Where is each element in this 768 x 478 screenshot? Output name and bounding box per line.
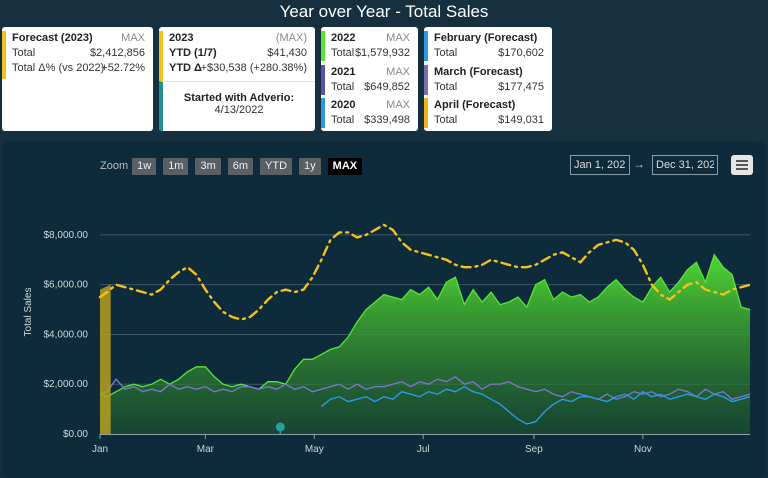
zoom-max-button[interactable]: MAX — [327, 157, 363, 175]
y-axis: $0.00 $2,000.00 $4,000.00 $6,000.00 $8,000.0… — [44, 230, 89, 440]
month-march-section: March (Forecast) Total $177,475 — [424, 65, 552, 95]
ytd-card: 2023 (MAX) YTD (1/7) $41,430 YTD Δ +$30,538… — [159, 27, 315, 131]
ytd-year-label: 2023 — [169, 32, 194, 44]
year-2020-total-label: Total — [331, 114, 355, 126]
year-2021-total-label: Total — [331, 81, 355, 93]
ytd-section: 2023 (MAX) YTD (1/7) $41,430 YTD Δ +$30,538… — [159, 31, 315, 81]
year-2022-total-label: Total — [331, 47, 355, 59]
zoom-1m-button[interactable]: 1m — [163, 157, 189, 175]
adverio-started-date: 4/13/2022 — [214, 104, 264, 116]
from-date-input[interactable] — [570, 155, 630, 175]
year-2022-total: $1,579,932 — [354, 47, 410, 59]
series-line-2022 — [99, 253, 751, 398]
ytd-max: (MAX) — [275, 32, 307, 44]
marker-dot[interactable] — [275, 422, 285, 432]
month-february-total: $170,602 — [498, 47, 544, 59]
month-april-label: April (Forecast) — [434, 99, 516, 111]
y-tick-label: $8,000.00 — [44, 230, 89, 241]
x-tick-label: Nov — [634, 444, 652, 455]
series-bar-2023 — [100, 284, 111, 434]
forecast-total-label: Total — [12, 47, 36, 59]
month-april-total-label: Total — [434, 114, 458, 126]
year-2020-section: 2020 MAX Total $339,498 — [321, 98, 418, 128]
adverio-started-label: Started with Adverio: — [183, 92, 295, 104]
y-tick-label: $2,000.00 — [44, 379, 89, 390]
month-march-total-label: Total — [434, 81, 458, 93]
hamburger-menu-icon[interactable] — [731, 155, 753, 175]
month-february-label: February (Forecast) — [434, 32, 538, 44]
year-2021-total: $649,852 — [364, 81, 410, 93]
year-2020-max: MAX — [386, 99, 410, 111]
forecast-section: Forecast (2023) MAX Total $2,412,856 Total… — [2, 31, 153, 79]
month-february-total-label: Total — [434, 47, 458, 59]
y-axis-title: Total Sales — [23, 288, 34, 337]
forecast-label: Forecast (2023) — [12, 32, 93, 44]
year-2020-label: 2020 — [331, 99, 356, 111]
to-date-input[interactable] — [652, 155, 718, 175]
x-tick-label: Sep — [525, 444, 543, 455]
zoom-1w-button[interactable]: 1w — [132, 157, 157, 175]
zoom-3m-button[interactable]: 3m — [195, 157, 221, 175]
x-axis: Jan Mar May Jul Sep Nov — [92, 434, 652, 455]
x-tick-label: Jul — [417, 444, 430, 455]
adverio-section: Started with Adverio: 4/13/2022 — [159, 81, 315, 131]
month-april-total: $149,031 — [498, 114, 544, 126]
y-tick-label: $0.00 — [63, 429, 88, 440]
month-march-label: March (Forecast) — [434, 66, 523, 78]
x-tick-label: Jan — [92, 444, 108, 455]
year-2020-total: $339,498 — [364, 114, 410, 126]
page-title: Year over Year - Total Sales — [279, 2, 489, 21]
chart-series — [98, 223, 752, 434]
x-tick-label: Mar — [197, 444, 215, 455]
series-line-2020 — [320, 385, 751, 425]
month-april-section: April (Forecast) Total $149,031 — [424, 98, 552, 128]
months-card: February (Forecast) Total $170,602 March … — [424, 27, 552, 131]
month-february-section: February (Forecast) Total $170,602 — [424, 31, 552, 61]
year-2022-section: 2022 MAX Total $1,579,932 — [321, 31, 418, 61]
x-tick-label: May — [305, 444, 324, 455]
ytd-label: YTD (1/7) — [169, 47, 217, 59]
zoom-6m-button[interactable]: 6m — [227, 157, 254, 175]
forecast-max: MAX — [121, 32, 145, 44]
forecast-total: $2,412,856 — [89, 47, 145, 59]
date-range-arrow-icon: → — [633, 157, 645, 171]
series-line-forecast — [98, 223, 752, 321]
y-tick-label: $4,000.00 — [44, 329, 89, 340]
year-2021-section: 2021 MAX Total $649,852 — [321, 65, 418, 95]
ytd-delta-label: YTD Δ — [169, 62, 202, 74]
years-card: 2022 MAX Total $1,579,932 2021 MAX Total $64… — [321, 27, 418, 131]
forecast-card: Forecast (2023) MAX Total $2,412,856 Total… — [2, 27, 153, 131]
ytd-value: $41,430 — [267, 47, 307, 59]
year-2021-label: 2021 — [331, 66, 356, 78]
adverio-start-marker[interactable] — [275, 422, 285, 435]
zoom-label: Zoom — [100, 160, 129, 172]
y-tick-label: $6,000.00 — [44, 280, 89, 291]
forecast-delta-label: Total Δ% (vs 2022) — [12, 62, 105, 74]
zoom-ytd-button[interactable]: YTD — [260, 157, 293, 175]
year-2021-max: MAX — [386, 66, 410, 78]
zoom-1y-button[interactable]: 1y — [299, 157, 321, 175]
forecast-delta: +52.72% — [101, 62, 145, 74]
ytd-delta: +$30,538 (+280.38%) — [200, 62, 307, 74]
zoom-toolbar: Zoom 1w 1m 3m 6m YTD 1y MAX — [100, 157, 369, 175]
month-march-total: $177,475 — [498, 81, 544, 93]
year-2022-max: MAX — [386, 32, 410, 44]
year-2022-label: 2022 — [331, 32, 356, 44]
series-area-2022 — [100, 254, 750, 434]
